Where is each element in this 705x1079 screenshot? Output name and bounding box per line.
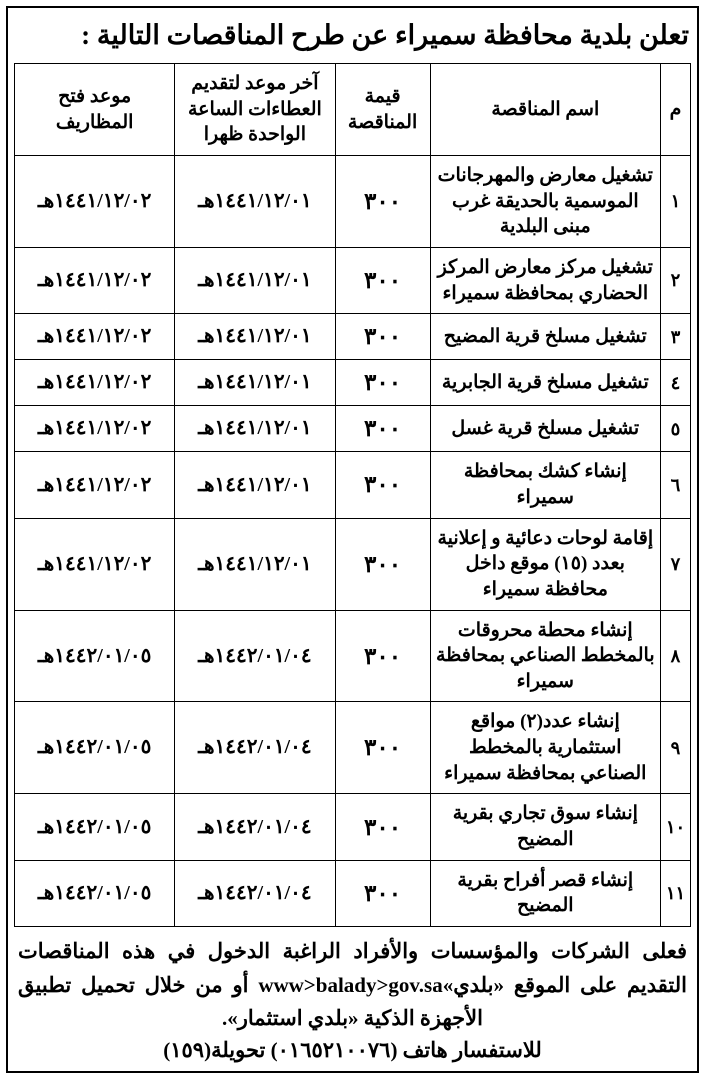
cell-opening: ١٤٤٢/٠١/٠٥هـ: [15, 860, 175, 926]
cell-deadline: ١٤٤٢/٠١/٠٤هـ: [175, 610, 335, 702]
tenders-table: م اسم المناقصة قيمة المناقصة آخر موعد لت…: [14, 63, 691, 927]
cell-opening: ١٤٤١/١٢/٠٢هـ: [15, 360, 175, 406]
cell-opening: ١٤٤١/١٢/٠٢هـ: [15, 247, 175, 313]
header-num: م: [660, 64, 690, 156]
cell-deadline: ١٤٤١/١٢/٠١هـ: [175, 314, 335, 360]
cell-name: تشغيل مسلخ قرية المضيح: [430, 314, 660, 360]
header-name: اسم المناقصة: [430, 64, 660, 156]
page-title: تعلن بلدية محافظة سميراء عن طرح المناقصا…: [14, 12, 691, 63]
cell-num: ١٠: [660, 794, 690, 860]
table-row: ٦إنشاء كشك بمحافظة سميراء٣٠٠١٤٤١/١٢/٠١هـ…: [15, 452, 691, 518]
cell-deadline: ١٤٤٢/٠١/٠٤هـ: [175, 794, 335, 860]
cell-num: ٢: [660, 247, 690, 313]
footer-url: www>balady>gov.sa: [258, 969, 442, 1003]
cell-num: ٧: [660, 518, 690, 610]
cell-name: إنشاء محطة محروقات بالمخطط الصناعي بمحاف…: [430, 610, 660, 702]
cell-num: ١: [660, 156, 690, 248]
header-deadline: آخر موعد لتقديم العطاءات الساعة الواحدة …: [175, 64, 335, 156]
cell-opening: ١٤٤١/١٢/٠٢هـ: [15, 156, 175, 248]
cell-opening: ١٤٤١/١٢/٠٢هـ: [15, 314, 175, 360]
cell-value: ٣٠٠: [335, 702, 430, 794]
footer-line-1: فعلى الشركات والمؤسسات والأفراد الراغبة …: [14, 927, 691, 1038]
cell-deadline: ١٤٤١/١٢/٠١هـ: [175, 360, 335, 406]
cell-value: ٣٠٠: [335, 156, 430, 248]
table-row: ٩إنشاء عدد(٢) مواقع استثمارية بالمخطط ال…: [15, 702, 691, 794]
cell-num: ٥: [660, 406, 690, 452]
cell-value: ٣٠٠: [335, 860, 430, 926]
cell-opening: ١٤٤٢/٠١/٠٥هـ: [15, 610, 175, 702]
cell-name: تشغيل مركز معارض المركز الحضاري بمحافظة …: [430, 247, 660, 313]
cell-deadline: ١٤٤١/١٢/٠١هـ: [175, 247, 335, 313]
cell-deadline: ١٤٤١/١٢/٠١هـ: [175, 452, 335, 518]
cell-num: ٦: [660, 452, 690, 518]
table-row: ٣تشغيل مسلخ قرية المضيح٣٠٠١٤٤١/١٢/٠١هـ١٤…: [15, 314, 691, 360]
table-row: ١١إنشاء قصر أفراح بقرية المضيح٣٠٠١٤٤٢/٠١…: [15, 860, 691, 926]
cell-value: ٣٠٠: [335, 247, 430, 313]
cell-name: إقامة لوحات دعائية و إعلانية بعدد (١٥) م…: [430, 518, 660, 610]
cell-num: ١١: [660, 860, 690, 926]
table-row: ٥تشغيل مسلخ قرية غسل٣٠٠١٤٤١/١٢/٠١هـ١٤٤١/…: [15, 406, 691, 452]
cell-deadline: ١٤٤١/١٢/٠١هـ: [175, 406, 335, 452]
cell-opening: ١٤٤١/١٢/٠٢هـ: [15, 406, 175, 452]
table-row: ١تشغيل معارض والمهرجانات الموسمية بالحدي…: [15, 156, 691, 248]
footer-line-2: للاستفسار هاتف (٠١٦٥٢١٠٠٧٦) تحويلة(١٥٩): [14, 1038, 691, 1065]
table-row: ٧إقامة لوحات دعائية و إعلانية بعدد (١٥) …: [15, 518, 691, 610]
cell-opening: ١٤٤٢/٠١/٠٥هـ: [15, 702, 175, 794]
cell-name: تشغيل مسلخ قرية الجابرية: [430, 360, 660, 406]
table-row: ١٠إنشاء سوق تجاري بقرية المضيح٣٠٠١٤٤٢/٠١…: [15, 794, 691, 860]
table-body: ١تشغيل معارض والمهرجانات الموسمية بالحدي…: [15, 156, 691, 927]
header-value: قيمة المناقصة: [335, 64, 430, 156]
cell-opening: ١٤٤١/١٢/٠٢هـ: [15, 518, 175, 610]
cell-opening: ١٤٤٢/٠١/٠٥هـ: [15, 794, 175, 860]
cell-num: ٨: [660, 610, 690, 702]
cell-deadline: ١٤٤١/١٢/٠١هـ: [175, 156, 335, 248]
cell-opening: ١٤٤١/١٢/٠٢هـ: [15, 452, 175, 518]
table-header: م اسم المناقصة قيمة المناقصة آخر موعد لت…: [15, 64, 691, 156]
cell-value: ٣٠٠: [335, 610, 430, 702]
cell-value: ٣٠٠: [335, 360, 430, 406]
cell-name: تشغيل معارض والمهرجانات الموسمية بالحديق…: [430, 156, 660, 248]
cell-name: إنشاء عدد(٢) مواقع استثمارية بالمخطط الص…: [430, 702, 660, 794]
cell-name: تشغيل مسلخ قرية غسل: [430, 406, 660, 452]
cell-name: إنشاء قصر أفراح بقرية المضيح: [430, 860, 660, 926]
cell-deadline: ١٤٤٢/٠١/٠٤هـ: [175, 860, 335, 926]
header-opening: موعد فتح المظاريف: [15, 64, 175, 156]
cell-num: ٤: [660, 360, 690, 406]
cell-num: ٩: [660, 702, 690, 794]
table-row: ٤تشغيل مسلخ قرية الجابرية٣٠٠١٤٤١/١٢/٠١هـ…: [15, 360, 691, 406]
cell-value: ٣٠٠: [335, 406, 430, 452]
cell-deadline: ١٤٤٢/٠١/٠٤هـ: [175, 702, 335, 794]
table-row: ٢تشغيل مركز معارض المركز الحضاري بمحافظة…: [15, 247, 691, 313]
cell-deadline: ١٤٤١/١٢/٠١هـ: [175, 518, 335, 610]
announcement-container: تعلن بلدية محافظة سميراء عن طرح المناقصا…: [6, 6, 699, 1073]
cell-num: ٣: [660, 314, 690, 360]
cell-value: ٣٠٠: [335, 314, 430, 360]
cell-name: إنشاء كشك بمحافظة سميراء: [430, 452, 660, 518]
cell-value: ٣٠٠: [335, 518, 430, 610]
cell-name: إنشاء سوق تجاري بقرية المضيح: [430, 794, 660, 860]
cell-value: ٣٠٠: [335, 794, 430, 860]
cell-value: ٣٠٠: [335, 452, 430, 518]
table-row: ٨إنشاء محطة محروقات بالمخطط الصناعي بمحا…: [15, 610, 691, 702]
